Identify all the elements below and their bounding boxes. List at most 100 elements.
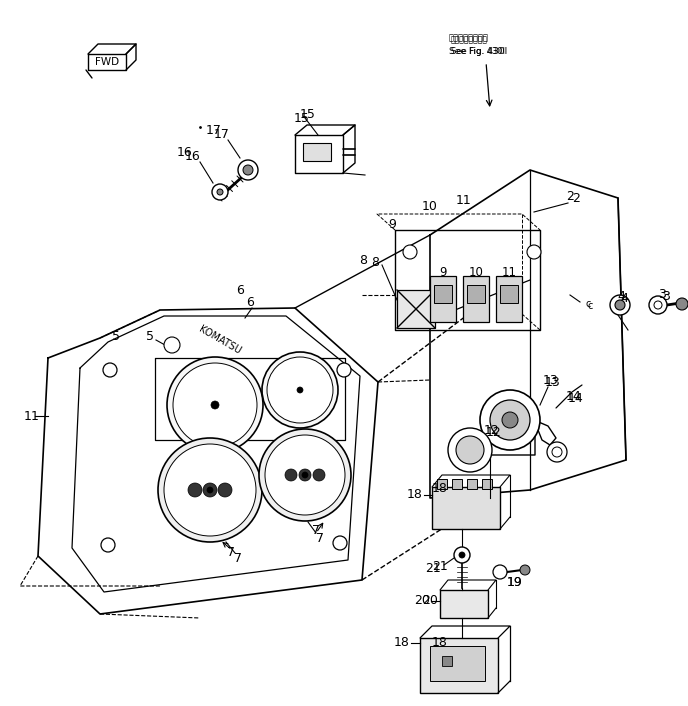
Circle shape [297, 387, 303, 393]
Text: 19: 19 [507, 575, 523, 589]
Text: 第４３０１図参照: 第４３０１図参照 [449, 33, 489, 42]
Text: 13: 13 [543, 373, 559, 386]
Text: 第４３０１図参照: 第４３０１図参照 [451, 35, 488, 44]
Bar [500, 285, 518, 303]
Circle shape [313, 469, 325, 481]
Text: 17: 17 [206, 124, 222, 138]
Bar [434, 285, 452, 303]
Text: 2: 2 [572, 191, 580, 205]
Circle shape [649, 296, 667, 314]
Text: 6: 6 [236, 285, 244, 297]
Bar [463, 276, 489, 322]
Text: 16: 16 [177, 145, 193, 159]
Text: 5: 5 [112, 330, 120, 344]
Circle shape [454, 547, 470, 563]
Circle shape [207, 487, 213, 493]
Circle shape [262, 352, 338, 428]
Text: 18: 18 [407, 489, 423, 501]
Text: 6: 6 [246, 296, 254, 309]
Circle shape [101, 538, 115, 552]
Text: c: c [585, 299, 591, 309]
Circle shape [527, 245, 541, 259]
Text: 18: 18 [432, 481, 448, 494]
Text: 21: 21 [425, 561, 441, 575]
Circle shape [552, 447, 562, 457]
Circle shape [459, 552, 465, 558]
Text: 15: 15 [300, 109, 316, 121]
Circle shape [173, 363, 257, 447]
Text: 10: 10 [422, 201, 438, 213]
Bar [452, 479, 462, 489]
Text: 10: 10 [469, 265, 484, 278]
Text: 1: 1 [31, 409, 39, 422]
Circle shape [490, 400, 530, 440]
Text: 12: 12 [486, 426, 502, 438]
Text: 1: 1 [24, 409, 32, 422]
Circle shape [211, 401, 219, 409]
Text: 18: 18 [432, 637, 448, 650]
Text: 16: 16 [185, 150, 201, 164]
Text: 12: 12 [484, 424, 500, 436]
Circle shape [243, 165, 253, 175]
Text: 11: 11 [502, 265, 517, 278]
Circle shape [164, 444, 256, 536]
Text: See Fig. 430I: See Fig. 430I [451, 47, 505, 56]
Bar [467, 285, 485, 303]
Text: 3: 3 [662, 289, 670, 302]
Text: 7: 7 [234, 551, 242, 565]
Circle shape [265, 435, 345, 515]
Circle shape [493, 565, 507, 579]
Bar [430, 276, 456, 322]
Text: 2: 2 [566, 191, 574, 203]
Circle shape [448, 428, 492, 472]
Text: 9: 9 [439, 265, 447, 278]
Circle shape [158, 438, 262, 542]
Circle shape [167, 357, 263, 453]
Text: 8: 8 [371, 256, 379, 268]
Circle shape [238, 160, 258, 180]
Text: 4: 4 [617, 289, 625, 302]
Circle shape [654, 301, 662, 309]
Text: 7: 7 [312, 525, 320, 537]
Bar [430, 646, 485, 681]
Circle shape [403, 245, 417, 259]
Bar [303, 143, 331, 161]
Text: 8: 8 [359, 253, 367, 266]
Bar [467, 479, 477, 489]
Text: 5: 5 [146, 330, 154, 342]
Circle shape [333, 536, 347, 550]
Text: 19: 19 [507, 575, 523, 589]
Text: c: c [588, 301, 592, 311]
Text: 17: 17 [214, 128, 230, 141]
Circle shape [337, 363, 351, 377]
Circle shape [188, 483, 202, 497]
Text: 14: 14 [568, 392, 584, 405]
Bar [482, 479, 492, 489]
Text: See Fig. 430I: See Fig. 430I [449, 47, 507, 56]
Circle shape [212, 184, 228, 200]
Circle shape [456, 436, 484, 464]
Circle shape [615, 300, 625, 310]
Circle shape [164, 337, 180, 353]
Circle shape [217, 189, 223, 195]
Text: 18: 18 [394, 637, 410, 650]
Bar [437, 479, 447, 489]
Bar [496, 276, 522, 322]
Circle shape [259, 429, 351, 521]
Text: 11: 11 [456, 193, 472, 206]
Circle shape [676, 298, 688, 310]
Text: 0: 0 [298, 433, 302, 439]
Text: 21: 21 [432, 559, 448, 573]
Circle shape [103, 363, 117, 377]
Text: 4: 4 [620, 292, 628, 304]
Text: 15: 15 [294, 112, 310, 124]
Bar [442, 656, 452, 666]
Text: 20: 20 [414, 594, 430, 607]
Text: KOMATSU: KOMATSU [197, 324, 243, 356]
Text: 13: 13 [545, 376, 561, 390]
Bar [432, 487, 500, 529]
Circle shape [267, 357, 333, 423]
Text: 7: 7 [316, 532, 324, 544]
Circle shape [302, 472, 308, 478]
Circle shape [285, 469, 297, 481]
